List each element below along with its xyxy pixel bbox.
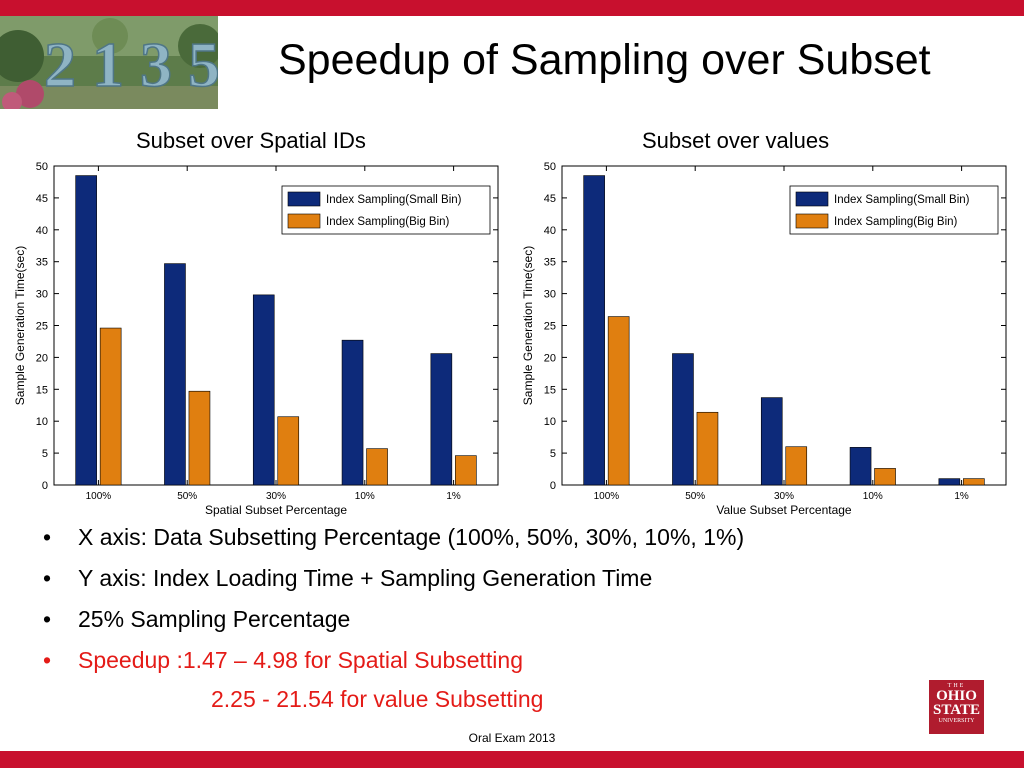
legend-swatch [795,213,829,229]
bar [75,175,97,486]
y-tick-label: 50 [36,161,48,173]
x-tick-label: 30% [774,491,794,502]
x-tick-label: 10% [863,491,883,502]
university-logo: THE OHIO STATE UNIVERSITY [929,680,984,734]
y-tick-label: 10 [36,416,48,428]
campus-photo: 2 1 3 5 7 [0,16,218,109]
legend-entry: Index Sampling(Small Bin) [834,194,970,206]
y-tick-label: 30 [36,289,48,301]
bullet-text: 25% Sampling Percentage [78,606,351,632]
logo-line: UNIVERSITY [938,718,975,724]
y-tick-label: 40 [544,225,556,237]
y-tick-label: 15 [544,384,556,396]
logo-line: THE [947,683,966,689]
bullet-dot: • [43,647,52,673]
y-tick-label: 5 [42,448,48,460]
y-tick-label: 40 [36,225,48,237]
y-tick-label: 0 [42,480,48,492]
bar [455,455,477,486]
y-tick-label: 20 [544,352,556,364]
x-tick-label: 30% [266,491,286,502]
bullet-list: • X axis: Data Subsetting Percentage (100… [40,522,744,686]
y-tick-label: 0 [550,480,556,492]
bar [341,339,364,486]
chart-svg: 0 5 10 15 20 25 30 35 40 45 50 100% 50% 30% 10% 1% Spati… [13,161,499,517]
slide-title: Speedup of Sampling over Subset [278,36,931,84]
y-tick-label: 30 [544,289,556,301]
bullet-dot: • [43,606,52,632]
bar [607,316,630,486]
chart-1-title: Subset over Spatial IDs [136,128,366,153]
legend-swatch [287,213,321,229]
photo-numbers: 2 1 3 5 7 [44,29,218,100]
logo-line: OHIO [936,688,977,704]
y-tick-label: 15 [36,384,48,396]
x-tick-label: 100% [594,491,620,502]
bar [874,468,896,486]
bar [760,397,783,486]
x-tick-label: 100% [86,491,112,502]
y-axis-label: Sample Generation Time(sec) [521,246,535,405]
y-tick-label: 45 [544,193,556,205]
bullet-item-highlight: • Speedup :1.47 – 4.98 for Spatial Subset… [40,645,744,686]
y-tick-label: 45 [36,193,48,205]
y-tick-label: 50 [544,161,556,173]
y-tick-label: 35 [36,257,48,269]
x-tick-label: 50% [685,491,705,502]
x-axis-label: Value Subset Percentage [716,503,852,517]
chart-2-title: Subset over values [642,128,830,153]
bar [938,478,961,486]
y-tick-label: 25 [36,321,48,333]
bullet-continuation: 2.25 - 21.54 for value Subsetting [211,686,544,712]
bar [252,294,275,486]
bar [99,327,122,486]
bar [672,353,694,486]
value-subset-chart: 0 5 10 15 20 25 30 35 40 45 50 100% 50% 30% 10% 1% Value… [516,158,1016,525]
y-axis-label: Sample Generation Time(sec) [13,246,27,405]
legend-swatch [287,191,321,207]
y-tick-label: 5 [550,448,556,460]
x-axis-label: Spatial Subset Percentage [205,503,347,517]
bar [696,411,719,486]
bar [430,353,453,486]
bar [849,447,872,486]
legend-swatch [795,191,829,207]
legend-entry: Index Sampling(Big Bin) [834,216,958,228]
y-tick-label: 20 [36,352,48,364]
footer-text: Oral Exam 2013 [468,731,556,745]
spatial-subset-chart: 0 5 10 15 20 25 30 35 40 45 50 100% 50% 30% 10% 1% Spati… [8,158,508,525]
legend-entry: Index Sampling(Small Bin) [326,194,462,206]
x-tick-label: 1% [954,491,969,502]
bar [963,478,985,486]
chart-svg: 0 5 10 15 20 25 30 35 40 45 50 100% 50% 30% 10% 1% Value… [521,161,1007,517]
top-accent-bar [0,0,1024,16]
x-tick-label: 1% [446,491,461,502]
x-tick-label: 10% [355,491,375,502]
bullet-text: X axis: Data Subsetting Percentage (100%… [78,524,745,550]
bar [785,446,808,486]
bullet-item: • 25% Sampling Percentage [40,604,744,645]
bullet-text: Speedup :1.47 – 4.98 for Spatial Subsett… [78,647,523,673]
x-tick-label: 50% [177,491,197,502]
bar [188,390,211,486]
bullet-item: • X axis: Data Subsetting Percentage (100… [40,522,744,563]
bar [366,448,388,486]
bullet-item: • Y axis: Index Loading Time + Sampling G… [40,563,744,604]
bar [583,175,605,486]
bullet-dot: • [43,565,52,591]
bottom-accent-bar [0,751,1024,768]
bullet-text: Y axis: Index Loading Time + Sampling Ge… [78,565,653,591]
y-tick-label: 10 [544,416,556,428]
bullet-dot: • [43,524,52,550]
bar [277,416,300,486]
legend-entry: Index Sampling(Big Bin) [326,216,450,228]
logo-line: STATE [933,702,980,718]
y-tick-label: 25 [544,321,556,333]
bar [164,263,186,486]
y-tick-label: 35 [544,257,556,269]
